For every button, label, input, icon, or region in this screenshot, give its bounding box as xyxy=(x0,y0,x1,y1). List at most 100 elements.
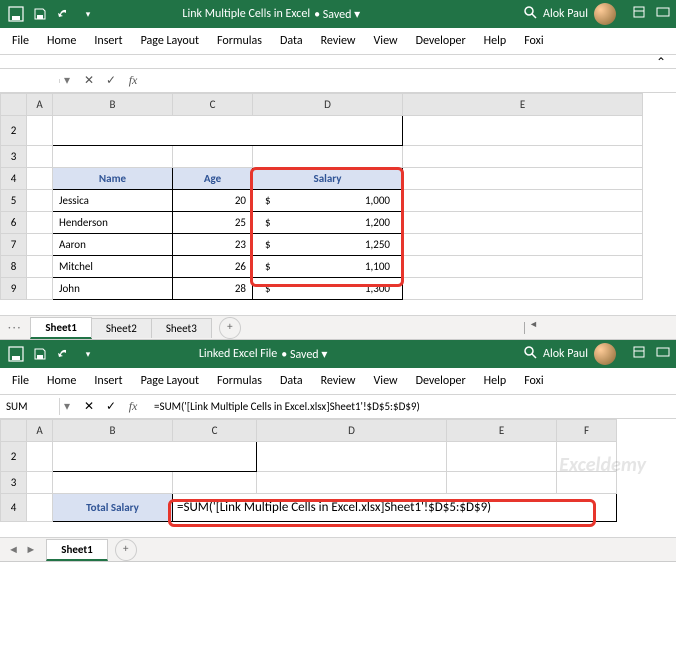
cell-age[interactable]: 26 xyxy=(173,256,253,278)
undo-icon[interactable] xyxy=(54,344,74,364)
enter-formula-icon[interactable]: ✓ xyxy=(102,399,120,414)
tab-file[interactable]: File xyxy=(12,374,29,388)
cell-salary[interactable]: $1,100 xyxy=(253,256,403,278)
ribbon-collapse-icon[interactable]: ⌃ xyxy=(656,55,666,70)
col-header[interactable]: D xyxy=(257,420,447,442)
tab-home[interactable]: Home xyxy=(47,374,76,388)
cell-age[interactable]: 25 xyxy=(173,212,253,234)
ribbon-display-icon[interactable] xyxy=(656,5,670,23)
tab-page-layout[interactable]: Page Layout xyxy=(141,34,199,48)
row-header[interactable]: 2 xyxy=(1,442,27,472)
col-header[interactable]: E xyxy=(447,420,557,442)
tab-help[interactable]: Help xyxy=(484,374,507,388)
col-header[interactable]: B xyxy=(53,420,173,442)
horizontal-scrollbar[interactable] xyxy=(524,322,664,334)
total-salary-label[interactable]: Total Salary xyxy=(53,494,173,522)
account-area[interactable]: Alok Paul xyxy=(523,343,616,365)
search-icon[interactable] xyxy=(523,345,537,363)
ribbon-display-icon[interactable] xyxy=(656,345,670,363)
cell-name[interactable]: Jessica xyxy=(53,190,173,212)
saved-indicator[interactable]: • Saved ▾ xyxy=(281,347,327,362)
tab-file[interactable]: File xyxy=(12,34,29,48)
cell-age[interactable]: 23 xyxy=(173,234,253,256)
cell-salary[interactable]: $1,250 xyxy=(253,234,403,256)
tab-view[interactable]: View xyxy=(374,34,398,48)
select-all-cell[interactable] xyxy=(1,420,27,442)
tab-foxit[interactable]: Foxi xyxy=(524,34,543,48)
undo-icon[interactable] xyxy=(54,4,74,24)
row-header[interactable]: 6 xyxy=(1,212,27,234)
avatar[interactable] xyxy=(594,343,616,365)
tab-home[interactable]: Home xyxy=(47,34,76,48)
namebox-dropdown-icon[interactable]: ▾ xyxy=(60,399,74,414)
row-header[interactable]: 7 xyxy=(1,234,27,256)
cell-age[interactable]: 28 xyxy=(173,278,253,300)
sheet-tab[interactable]: Sheet1 xyxy=(30,317,92,339)
banner-cell[interactable]: External File to Link xyxy=(53,442,257,472)
saved-indicator[interactable]: • Saved ▾ xyxy=(314,7,360,22)
row-header[interactable]: 8 xyxy=(1,256,27,278)
row-header[interactable]: 3 xyxy=(1,472,27,494)
sheet-tab[interactable]: Sheet2 xyxy=(91,318,152,338)
cell-name[interactable]: Henderson xyxy=(53,212,173,234)
name-box[interactable] xyxy=(0,79,60,83)
sheet-tab[interactable]: Sheet3 xyxy=(151,318,212,338)
row-header[interactable]: 2 xyxy=(1,116,27,146)
mode-icon[interactable] xyxy=(632,345,646,363)
table-header-name[interactable]: Name xyxy=(53,168,173,190)
fx-icon[interactable]: fx xyxy=(124,73,142,88)
tab-view[interactable]: View xyxy=(374,374,398,388)
tab-page-layout[interactable]: Page Layout xyxy=(141,374,199,388)
formula-cell[interactable]: =SUM('[Link Multiple Cells in Excel.xlsx… xyxy=(173,494,617,522)
row-header[interactable]: 4 xyxy=(1,494,27,522)
tab-developer[interactable]: Developer xyxy=(416,374,466,388)
new-sheet-button[interactable]: + xyxy=(115,539,137,561)
cell-name[interactable]: Aaron xyxy=(53,234,173,256)
qat-dropdown-icon[interactable]: ▾ xyxy=(78,344,98,364)
spreadsheet-grid[interactable]: A B C D E 2 Reference Sheet to Link 3 4 … xyxy=(0,93,676,315)
tab-data[interactable]: Data xyxy=(280,34,303,48)
search-icon[interactable] xyxy=(523,5,537,23)
col-header[interactable]: C xyxy=(173,94,253,116)
name-box[interactable]: SUM xyxy=(0,398,60,415)
tab-developer[interactable]: Developer xyxy=(416,34,466,48)
qat-dropdown-icon[interactable]: ▾ xyxy=(78,4,98,24)
row-header[interactable]: 9 xyxy=(1,278,27,300)
cancel-formula-icon[interactable]: ✕ xyxy=(80,73,98,88)
select-all-cell[interactable] xyxy=(1,94,27,116)
tab-help[interactable]: Help xyxy=(484,34,507,48)
banner-cell[interactable]: Reference Sheet to Link xyxy=(53,116,403,146)
col-header[interactable]: B xyxy=(53,94,173,116)
tab-review[interactable]: Review xyxy=(321,34,356,48)
mode-icon[interactable] xyxy=(632,5,646,23)
autosave-icon[interactable] xyxy=(6,4,26,24)
sheet-nav-prev-icon[interactable]: ··· xyxy=(0,321,30,334)
avatar[interactable] xyxy=(594,3,616,25)
new-sheet-button[interactable]: + xyxy=(219,317,241,339)
enter-formula-icon[interactable]: ✓ xyxy=(102,73,120,88)
tab-review[interactable]: Review xyxy=(321,374,356,388)
account-area[interactable]: Alok Paul xyxy=(523,3,616,25)
fx-icon[interactable]: fx xyxy=(124,399,142,414)
save-icon[interactable] xyxy=(30,4,50,24)
cell-salary[interactable]: $1,200 xyxy=(253,212,403,234)
sheet-nav-prev-icon[interactable]: ◄ ► xyxy=(0,543,46,556)
row-header[interactable]: 4 xyxy=(1,168,27,190)
tab-insert[interactable]: Insert xyxy=(94,374,122,388)
col-header[interactable]: E xyxy=(403,94,643,116)
spreadsheet-grid[interactable]: A B C D E F 2 External File to Link 3 4 … xyxy=(0,419,676,537)
namebox-dropdown-icon[interactable]: ▾ xyxy=(60,73,74,88)
col-header[interactable]: C xyxy=(173,420,257,442)
save-icon[interactable] xyxy=(30,344,50,364)
cell-name[interactable]: John xyxy=(53,278,173,300)
tab-formulas[interactable]: Formulas xyxy=(217,34,262,48)
col-header[interactable]: A xyxy=(27,94,53,116)
formula-input[interactable] xyxy=(148,79,676,83)
cancel-formula-icon[interactable]: ✕ xyxy=(80,399,98,414)
table-header-salary[interactable]: Salary xyxy=(253,168,403,190)
col-header[interactable]: A xyxy=(27,420,53,442)
col-header[interactable]: D xyxy=(253,94,403,116)
cell-name[interactable]: Mitchel xyxy=(53,256,173,278)
autosave-icon[interactable] xyxy=(6,344,26,364)
tab-foxit[interactable]: Foxi xyxy=(524,374,543,388)
